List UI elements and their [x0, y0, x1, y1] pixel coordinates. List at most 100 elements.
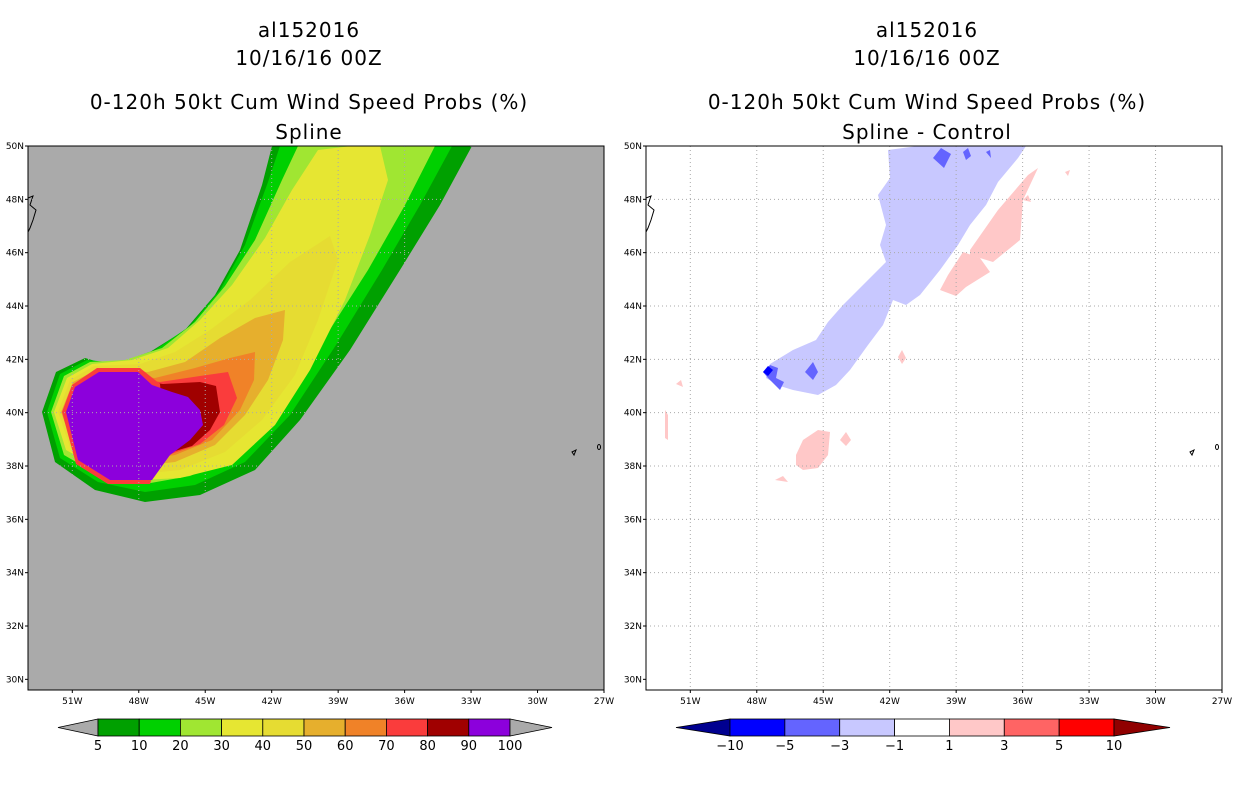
- diff-pos-1-3-h: [1023, 195, 1031, 202]
- left-lon-labels: 51W 48W 45W 42W 39W 36W 33W 30W 27W: [62, 690, 614, 707]
- right-product-title: 0-120h 50kt Cum Wind Speed Probs (%): [707, 90, 1147, 114]
- lat-label: 42N: [6, 355, 24, 365]
- lat-label: 36N: [624, 515, 642, 525]
- lon-label: 48W: [129, 697, 149, 707]
- diff-colorbar-label: 5: [1055, 739, 1063, 754]
- left-map-frame: [27, 145, 605, 691]
- prob-colorbar-label: 90: [461, 739, 478, 754]
- prob-colorbar-low-end: [57, 718, 99, 737]
- lon-label: 48W: [747, 697, 767, 707]
- prob-colorbar-label: 100: [498, 739, 523, 754]
- lon-label: 30W: [1145, 697, 1165, 707]
- prob-colorbar-swatch: [385, 718, 428, 737]
- left-map-svg: 30N 32N 34N 36N 38N 40N 42N 44N 46N 48N 50N 51W 48W…: [6, 142, 614, 754]
- lon-label: 33W: [461, 697, 481, 707]
- diff-colorbar-low-end: [675, 718, 731, 737]
- diff-colorbar-swatch: [839, 718, 895, 737]
- lat-label: 48N: [624, 195, 642, 205]
- lat-label: 30N: [6, 675, 24, 685]
- lat-label: 42N: [624, 355, 642, 365]
- left-probability-contours: [28, 146, 601, 502]
- prob-colorbar-label: 70: [378, 739, 395, 754]
- diff-colorbar-high-end: [1113, 718, 1171, 737]
- left-lat-labels: 30N 32N 34N 36N 38N 40N 42N 44N 46N 48N 50N: [6, 142, 28, 685]
- right-datetime: 10/16/16 00Z: [853, 46, 1001, 70]
- prob-colorbar-label: 60: [337, 739, 354, 754]
- diff-neg-3-5-d: [963, 148, 971, 160]
- left-storm-id: al152016: [257, 18, 361, 42]
- lat-label: 40N: [6, 409, 24, 419]
- right-subtitle: Spline - Control: [842, 120, 1012, 144]
- diff-colorbar-swatch: [949, 718, 1005, 737]
- lat-label: 32N: [6, 622, 24, 632]
- lon-label: 39W: [946, 697, 966, 707]
- lon-label: 42W: [880, 697, 900, 707]
- diff-colorbar-label: 3: [1000, 739, 1008, 754]
- right-storm-id: al152016: [875, 18, 979, 42]
- diff-colorbar-swatch: [894, 718, 950, 737]
- prob-colorbar: 5 10 20 30 40 50 60 70 80 90 100: [57, 718, 553, 754]
- right-map-frame: [645, 145, 1223, 691]
- prob-colorbar-label: 10: [131, 739, 148, 754]
- diff-neg-3-5-c: [805, 362, 818, 380]
- lat-label: 50N: [6, 142, 24, 152]
- lat-label: 46N: [6, 249, 24, 259]
- diff-pos-1-3-south: [796, 430, 830, 470]
- lat-label: 34N: [6, 569, 24, 579]
- prob-colorbar-swatch: [427, 718, 470, 737]
- prob-colorbar-label: 50: [296, 739, 313, 754]
- left-datetime: 10/16/16 00Z: [235, 46, 383, 70]
- diff-neg-3-5-e: [986, 150, 991, 158]
- diff-colorbar-swatch: [784, 718, 841, 737]
- diff-pos-1-3-north: [970, 168, 1038, 262]
- diff-pos-1-3-i: [1065, 170, 1070, 176]
- prob-colorbar-swatch: [221, 718, 264, 737]
- right-island-b: [1215, 444, 1219, 450]
- lat-label: 40N: [624, 409, 642, 419]
- lat-label: 34N: [624, 569, 642, 579]
- lon-label: 33W: [1079, 697, 1099, 707]
- right-map-svg: 30N 32N 34N 36N 38N 40N 42N 44N 46N 48N 50N 51W 48W…: [624, 142, 1232, 754]
- diff-pos-1-3-d: [898, 350, 906, 364]
- lat-label: 44N: [6, 302, 24, 312]
- lat-label: 50N: [624, 142, 642, 152]
- lat-label: 46N: [624, 249, 642, 259]
- diff-pos-1-3-g: [676, 380, 683, 387]
- diff-colorbar-swatch: [729, 718, 786, 737]
- prob-colorbar-swatch: [179, 718, 222, 737]
- lat-label: 36N: [6, 515, 24, 525]
- lat-label: 38N: [6, 462, 24, 472]
- right-lat-labels: 30N 32N 34N 36N 38N 40N 42N 44N 46N 48N 50N: [624, 142, 646, 685]
- left-island-a: [571, 448, 577, 457]
- diff-pos-1-3-east: [940, 252, 990, 296]
- diff-colorbar-label: −3: [830, 739, 849, 754]
- lon-label: 36W: [1012, 697, 1032, 707]
- lon-label: 27W: [1212, 697, 1232, 707]
- prob-colorbar-swatch: [468, 718, 511, 737]
- lat-label: 32N: [624, 622, 642, 632]
- lat-label: 48N: [6, 195, 24, 205]
- diff-neg-5-10: [763, 366, 773, 376]
- lon-label: 51W: [680, 697, 700, 707]
- prob-colorbar-label: 30: [213, 739, 230, 754]
- prob-colorbar-label: 80: [419, 739, 436, 754]
- right-difference-contours: [646, 146, 1219, 482]
- lon-label: 51W: [62, 697, 82, 707]
- diff-pos-1-3-c: [840, 432, 851, 446]
- lat-label: 38N: [624, 462, 642, 472]
- prob-colorbar-high-end: [509, 718, 553, 737]
- prob-colorbar-label: 20: [172, 739, 189, 754]
- prob-colorbar-swatch: [97, 718, 140, 737]
- diff-neg-1-3-track: [766, 146, 1026, 395]
- right-island-a: [1189, 448, 1195, 457]
- diff-colorbar-swatch: [1003, 718, 1060, 737]
- prob-colorbar-swatch: [262, 718, 305, 737]
- left-island-b: [597, 444, 601, 450]
- lon-label: 27W: [594, 697, 614, 707]
- lon-label: 36W: [394, 697, 414, 707]
- lat-label: 30N: [624, 675, 642, 685]
- right-lon-labels: 51W 48W 45W 42W 39W 36W 33W 30W 27W: [680, 690, 1232, 707]
- diff-colorbar-label: 10: [1106, 739, 1123, 754]
- right-panel: al152016 10/16/16 00Z 0-120h 50kt Cum Wi…: [618, 0, 1236, 800]
- diff-colorbar-swatch: [1058, 718, 1115, 737]
